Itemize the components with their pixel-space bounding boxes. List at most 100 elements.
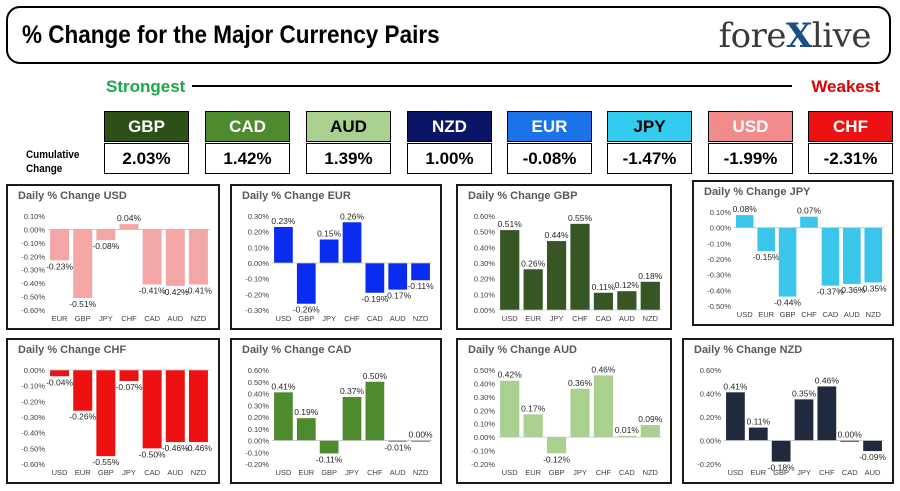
chart-title: Daily % Change AUD bbox=[468, 344, 578, 356]
category-label: USD bbox=[728, 468, 744, 477]
y-tick-label: 0.10% bbox=[710, 208, 732, 217]
y-tick-label: -0.60% bbox=[21, 460, 45, 469]
data-label: 0.18% bbox=[638, 271, 663, 281]
y-tick-label: 0.40% bbox=[474, 243, 496, 252]
currency-code: EUR bbox=[507, 111, 592, 142]
category-label: USD bbox=[737, 310, 753, 319]
bar bbox=[771, 440, 791, 462]
chart-panel-chf: Daily % Change CHF 0.00% -0.10% -0.20% -0.3… bbox=[6, 338, 220, 484]
y-tick-label: 0.20% bbox=[248, 413, 270, 422]
bar bbox=[546, 241, 567, 310]
y-tick-label: -0.20% bbox=[21, 397, 45, 406]
bar bbox=[296, 263, 316, 304]
y-tick-label: 0.30% bbox=[248, 212, 270, 221]
chart-title: Daily % Change JPY bbox=[704, 186, 811, 198]
data-label: -0.15% bbox=[753, 252, 780, 262]
data-label: -0.50% bbox=[139, 449, 166, 459]
data-label: 0.50% bbox=[363, 371, 388, 381]
chart-aud: 0.50% 0.40% 0.30% 0.20% 0.10% 0.00% -0.10% -0.2… bbox=[471, 364, 663, 477]
y-tick-label: -0.10% bbox=[707, 239, 731, 248]
data-label: 0.08% bbox=[733, 204, 758, 214]
category-label: CHF bbox=[572, 314, 588, 323]
data-label: 0.46% bbox=[591, 364, 616, 374]
category-label: CHF bbox=[801, 310, 817, 319]
bar bbox=[319, 239, 339, 263]
bar bbox=[523, 414, 543, 438]
y-tick-label: 0.20% bbox=[474, 406, 496, 415]
category-label: CAD bbox=[144, 314, 160, 323]
bar bbox=[546, 437, 567, 454]
bar bbox=[640, 425, 660, 438]
y-tick-label: 0.60% bbox=[248, 366, 270, 375]
y-tick-label: 0.60% bbox=[700, 366, 722, 375]
bar bbox=[863, 440, 882, 452]
data-label: -0.55% bbox=[92, 457, 119, 467]
currency-cumulative-value: -1.47% bbox=[607, 143, 692, 174]
currency-code: JPY bbox=[607, 111, 692, 142]
data-label: 0.01% bbox=[615, 425, 640, 435]
y-tick-label: 0.30% bbox=[248, 401, 270, 410]
bar bbox=[119, 224, 139, 230]
category-label: JPY bbox=[345, 468, 359, 477]
category-label: JPY bbox=[122, 468, 136, 477]
y-tick-label: 0.10% bbox=[248, 425, 270, 434]
y-tick-label: 0.10% bbox=[248, 243, 270, 252]
chart-panel-usd: Daily % Change USD 0.10% 0.00% -0.10% -0.20… bbox=[6, 184, 220, 330]
bar bbox=[411, 263, 430, 281]
data-label: 0.41% bbox=[723, 381, 748, 391]
y-tick-label: -0.50% bbox=[707, 302, 731, 311]
y-tick-label: -0.40% bbox=[707, 286, 731, 295]
bar bbox=[500, 230, 520, 310]
data-label: -0.08% bbox=[92, 241, 119, 251]
currency-code: USD bbox=[708, 111, 793, 142]
data-label: -0.35% bbox=[860, 284, 887, 294]
bar bbox=[342, 397, 362, 441]
category-label: USD bbox=[276, 314, 292, 323]
data-label: -0.09% bbox=[859, 452, 886, 462]
data-label: 0.26% bbox=[340, 211, 365, 221]
data-label: 0.04% bbox=[117, 213, 142, 223]
category-label: AUD bbox=[844, 310, 860, 319]
data-label: 0.17% bbox=[521, 403, 546, 413]
category-label: CHF bbox=[344, 314, 360, 323]
currency-card-gbp: GBP 2.03% bbox=[104, 111, 189, 174]
bar bbox=[617, 291, 637, 310]
bar bbox=[523, 269, 543, 310]
y-tick-label: -0.50% bbox=[21, 293, 45, 302]
category-label: EUR bbox=[750, 468, 766, 477]
category-label: GBP bbox=[98, 468, 114, 477]
data-label: 0.11% bbox=[592, 282, 616, 292]
y-tick-label: -0.30% bbox=[707, 271, 731, 280]
data-label: -0.18% bbox=[768, 463, 795, 473]
currency-cumulative-value: 1.39% bbox=[306, 143, 391, 174]
bar bbox=[188, 229, 208, 285]
category-label: GBP bbox=[321, 468, 337, 477]
y-tick-label: -0.10% bbox=[21, 239, 45, 248]
y-tick-label: 0.60% bbox=[474, 212, 496, 221]
category-label: GBP bbox=[75, 314, 91, 323]
data-label: -0.41% bbox=[185, 285, 212, 295]
y-tick-label: 0.00% bbox=[710, 224, 732, 233]
chart-panel-eur: Daily % Change EUR 0.30% 0.20% 0.10% 0.00% -… bbox=[230, 184, 442, 330]
currency-code: CHF bbox=[808, 111, 893, 142]
bar bbox=[800, 216, 818, 228]
data-label: 0.41% bbox=[271, 381, 296, 391]
data-label: 0.19% bbox=[294, 407, 319, 417]
y-tick-label: 0.40% bbox=[474, 379, 496, 388]
data-label: -0.42% bbox=[162, 287, 189, 297]
category-label: USD bbox=[52, 468, 68, 477]
category-label: JPY bbox=[322, 314, 336, 323]
y-tick-label: -0.30% bbox=[21, 413, 45, 422]
data-label: -0.44% bbox=[774, 298, 801, 308]
data-label: -0.17% bbox=[384, 291, 411, 301]
chart-eur: 0.30% 0.20% 0.10% 0.00% -0.10% -0.20% -0.30% 0.… bbox=[245, 211, 434, 323]
y-tick-label: 0.50% bbox=[248, 378, 270, 387]
bar bbox=[142, 370, 162, 449]
chart-usd: 0.10% 0.00% -0.10% -0.20% -0.30% -0.40% -0.50%… bbox=[21, 212, 212, 323]
y-tick-label: -0.60% bbox=[21, 306, 45, 315]
chart-gbp: 0.60% 0.50% 0.40% 0.30% 0.20% 0.10% 0.00% 0.51%… bbox=[474, 212, 663, 323]
currency-cumulative-value: 1.42% bbox=[205, 143, 290, 174]
bar bbox=[411, 440, 430, 442]
category-label: EUR bbox=[75, 468, 91, 477]
currency-code: AUD bbox=[306, 111, 391, 142]
